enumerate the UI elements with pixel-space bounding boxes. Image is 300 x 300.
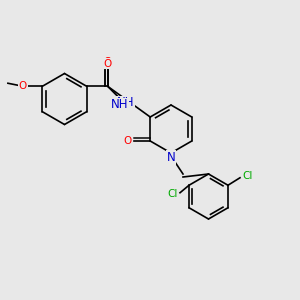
- Text: O: O: [124, 136, 132, 146]
- Text: NH: NH: [111, 98, 129, 111]
- Text: Cl: Cl: [167, 189, 178, 199]
- Text: O: O: [103, 59, 112, 69]
- Text: O: O: [103, 57, 112, 67]
- Text: N: N: [167, 151, 176, 164]
- Text: Cl: Cl: [242, 171, 253, 181]
- Text: NH: NH: [117, 96, 134, 109]
- Text: O: O: [19, 81, 27, 91]
